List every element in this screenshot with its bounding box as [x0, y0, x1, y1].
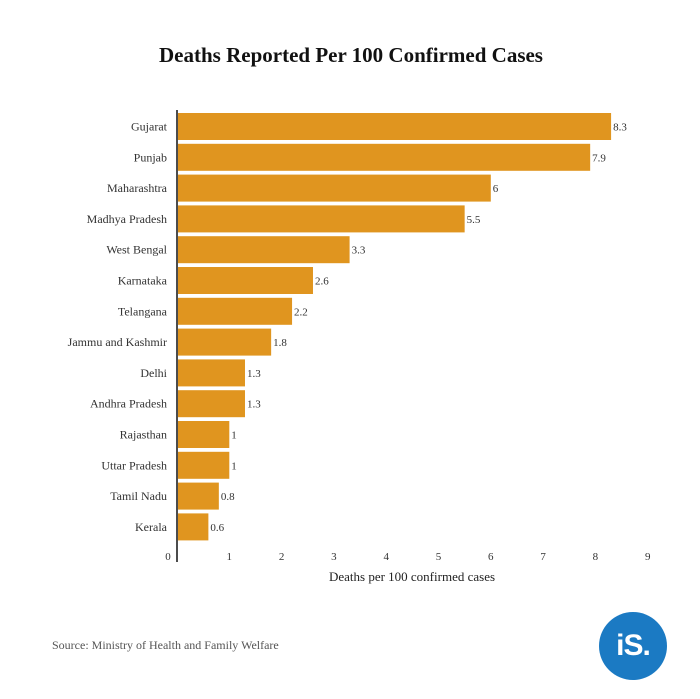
value-label-telangana: 2.2 — [294, 306, 308, 318]
bar-rajasthan — [178, 421, 230, 448]
value-label-delhi: 1.3 — [247, 368, 261, 380]
category-label-telangana: Telangana — [118, 304, 168, 318]
bar-uttar-pradesh — [178, 451, 230, 479]
category-label-madhya-pradesh: Madhya Pradesh — [87, 212, 167, 226]
category-label-west-bengal: West Bengal — [106, 243, 167, 257]
bar-tamil-nadu — [178, 482, 219, 510]
category-label-karnataka: Karnataka — [118, 274, 168, 288]
category-label-gujarat: Gujarat — [131, 120, 168, 134]
bar-madhya-pradesh — [178, 205, 465, 233]
bars-group: Gujarat 8.3 Punjab 7.9 Maharashtra 6 Madhya Pr… — [68, 113, 627, 541]
bar-kerala — [178, 513, 209, 541]
category-label-jammu-and-kashmir: Jammu and Kashmir — [68, 335, 167, 349]
x-axis-label: Deaths per 100 confirmed cases — [329, 569, 495, 584]
x-tick-6: 6 — [488, 551, 494, 563]
bar-telangana — [178, 297, 293, 325]
category-label-uttar-pradesh: Uttar Pradesh — [101, 458, 167, 472]
x-ticks-group: 0 1 2 3 4 5 6 7 8 9 — [165, 551, 651, 563]
brand-logo: iS. — [599, 612, 667, 680]
x-tick-5: 5 — [436, 551, 442, 563]
category-label-delhi: Delhi — [140, 366, 167, 380]
value-label-west-bengal: 3.3 — [352, 245, 366, 257]
value-label-maharashtra: 6 — [493, 183, 499, 195]
x-tick-0: 0 — [165, 551, 171, 563]
bar-karnataka — [178, 267, 313, 294]
source-note: Source: Ministry of Health and Family We… — [52, 638, 279, 652]
x-tick-1: 1 — [227, 551, 233, 563]
bar-andhra-pradesh — [178, 390, 245, 418]
category-label-punjab: Punjab — [134, 150, 167, 164]
value-label-jammu-and-kashmir: 1.8 — [273, 337, 287, 349]
x-tick-7: 7 — [540, 551, 546, 563]
category-label-rajasthan: Rajasthan — [120, 428, 167, 442]
value-label-rajasthan: 1 — [231, 430, 237, 442]
value-label-punjab: 7.9 — [592, 152, 606, 164]
x-tick-8: 8 — [593, 551, 599, 563]
bar-maharashtra — [178, 174, 491, 202]
category-label-andhra-pradesh: Andhra Pradesh — [90, 397, 167, 411]
x-tick-9: 9 — [645, 551, 651, 563]
value-label-madhya-pradesh: 5.5 — [467, 214, 481, 226]
x-tick-3: 3 — [331, 551, 337, 563]
value-label-uttar-pradesh: 1 — [231, 460, 237, 472]
bar-punjab — [178, 143, 591, 171]
value-label-tamil-nadu: 0.8 — [221, 491, 235, 503]
value-label-kerala: 0.6 — [210, 522, 224, 534]
x-tick-4: 4 — [383, 551, 389, 563]
value-label-karnataka: 2.6 — [315, 276, 329, 288]
bar-gujarat — [178, 113, 612, 140]
bar-chart: Deaths Reported Per 100 Confirmed Cases … — [68, 43, 651, 584]
bar-west-bengal — [178, 236, 350, 264]
value-label-gujarat: 8.3 — [613, 122, 627, 134]
category-label-maharashtra: Maharashtra — [107, 181, 168, 195]
chart-title: Deaths Reported Per 100 Confirmed Cases — [159, 43, 543, 67]
x-tick-2: 2 — [279, 551, 285, 563]
bar-jammu-and-kashmir — [178, 328, 272, 356]
bar-delhi — [178, 359, 245, 387]
category-label-kerala: Kerala — [135, 520, 168, 534]
value-label-andhra-pradesh: 1.3 — [247, 399, 261, 411]
category-label-tamil-nadu: Tamil Nadu — [110, 489, 167, 503]
